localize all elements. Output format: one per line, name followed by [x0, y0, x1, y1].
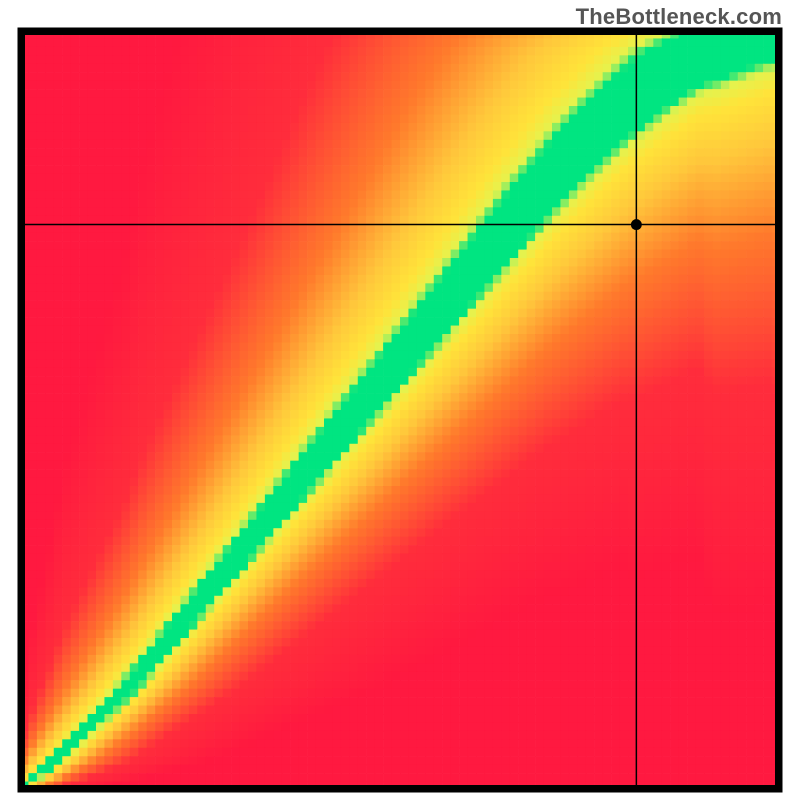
- bottleneck-heatmap-canvas: [0, 0, 800, 800]
- chart-container: TheBottleneck.com: [0, 0, 800, 800]
